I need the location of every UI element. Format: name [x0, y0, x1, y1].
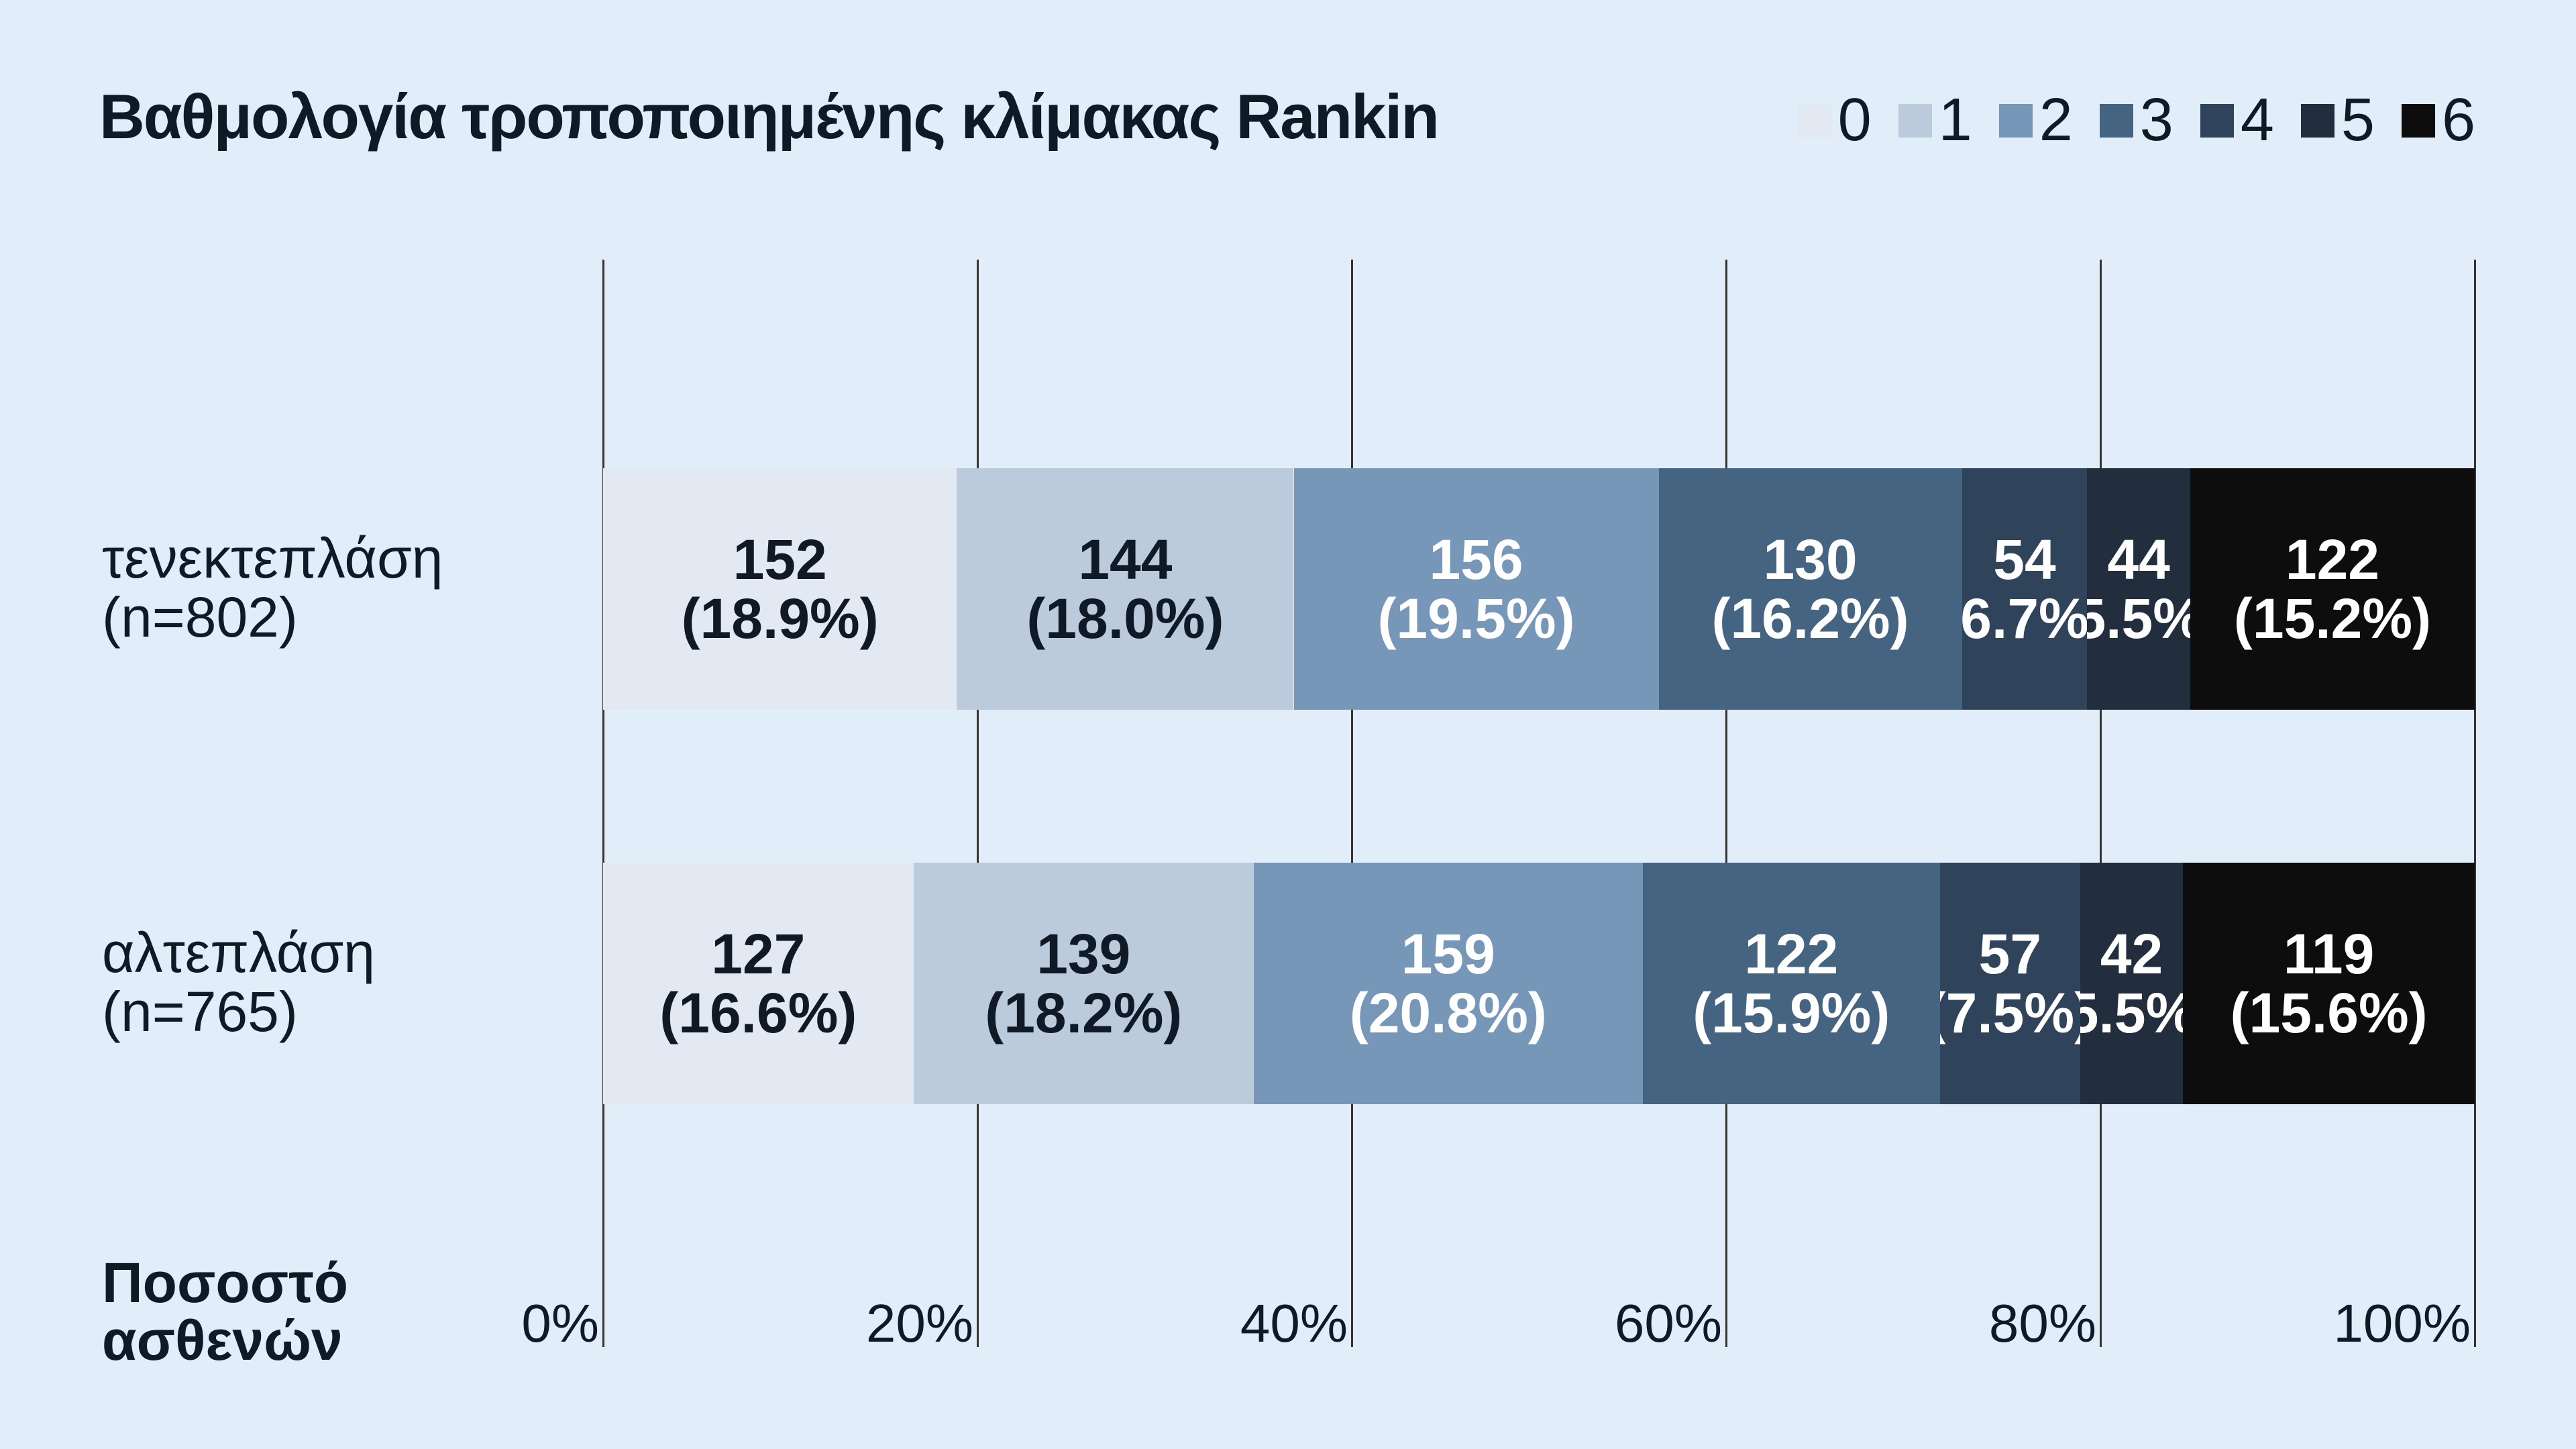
data-label-count: 139	[1036, 922, 1131, 985]
data-label-count: 119	[2283, 922, 2375, 985]
data-label-percent: (15.6%)	[2230, 981, 2428, 1044]
bar-segment: 127 (16.6%)	[603, 863, 914, 1104]
bar-row: 127 (16.6%) 139 (18.2%) 159 (20.8%) 122 (15.9%)…	[603, 863, 2475, 1104]
category-label-line: (n=765)	[102, 980, 298, 1044]
data-label-percent: (5.5%)	[2087, 587, 2190, 650]
legend-label: 3	[2139, 87, 2174, 154]
bar-segment: 44(5.5%)	[2087, 468, 2190, 710]
data-label-count: 130	[1763, 527, 1858, 591]
bar-segment: 54(6.7%)	[1962, 468, 2088, 710]
data-label-count: 122	[1744, 922, 1839, 985]
category-label: αλτεπλάση (n=765)	[102, 921, 375, 1044]
legend-swatch	[2401, 103, 2435, 138]
legend-swatch	[1998, 103, 2033, 138]
legend-item: 5	[2300, 86, 2375, 155]
x-tick-label: 80%	[1988, 1293, 2096, 1353]
data-label-percent: (16.2%)	[1711, 587, 1909, 650]
bar-segment: 57(7.5%)	[1939, 863, 2080, 1104]
data-label-percent: (18.2%)	[985, 981, 1183, 1044]
data-label-percent: (18.9%)	[681, 587, 879, 650]
gridline	[2474, 260, 2476, 1347]
data-label-count: 44	[2107, 527, 2170, 591]
category-label: τενεκτεπλάση (n=802)	[102, 529, 443, 647]
gridline	[602, 260, 604, 1347]
data-label-percent: (18.0%)	[1026, 587, 1224, 650]
legend-item: 6	[2401, 86, 2475, 155]
legend-label: 2	[2039, 87, 2073, 154]
bar-segment: 159 (20.8%)	[1253, 863, 1643, 1104]
legend-item: 0	[1797, 86, 1872, 155]
data-label-percent: (6.7%)	[1962, 587, 2088, 650]
legend-label: 1	[1938, 87, 1972, 154]
legend-item: 3	[2099, 86, 2174, 155]
category-label-line: αλτεπλάση	[102, 921, 375, 984]
data-label-percent: (19.5%)	[1377, 587, 1575, 650]
x-tick-label: 20%	[865, 1293, 973, 1353]
legend-swatch	[2200, 103, 2234, 138]
gridline	[977, 260, 979, 1347]
data-label-percent: (7.5%)	[1940, 981, 2080, 1044]
data-label-percent: (15.9%)	[1693, 981, 1890, 1044]
bar-segment: 156 (19.5%)	[1293, 468, 1659, 710]
bar-segment: 122 (15.2%)	[2190, 468, 2475, 710]
legend-swatch	[1797, 103, 1831, 138]
data-label-percent: (16.6%)	[659, 981, 857, 1044]
legend-swatch	[2099, 103, 2133, 138]
gridline	[1351, 260, 1353, 1347]
data-label-count: 122	[2285, 527, 2380, 591]
bar-segment: 42(5.5%)	[2080, 863, 2184, 1104]
data-label-percent: (20.8%)	[1349, 981, 1547, 1044]
data-label-count: 156	[1429, 527, 1523, 591]
data-label-count: 152	[733, 527, 827, 591]
legend-label: 5	[2341, 87, 2375, 154]
bar-segment: 122 (15.9%)	[1642, 863, 1940, 1104]
data-label-count: 159	[1401, 922, 1495, 985]
x-axis-label: Ποσοστό ασθενών	[102, 1251, 349, 1372]
x-tick-label: 40%	[1240, 1293, 1348, 1353]
legend-swatch	[2300, 103, 2334, 138]
data-label-count: 54	[1993, 527, 2056, 591]
gridline	[1725, 260, 1727, 1347]
category-label-line: τενεκτεπλάση	[102, 527, 443, 590]
chart-title: Βαθμολογία τροποποιημένης κλίμακας Ranki…	[99, 81, 1440, 152]
data-label-percent: (15.2%)	[2233, 587, 2431, 650]
bar-row: 152 (18.9%) 144 (18.0%) 156 (19.5%) 130 (16.2%)…	[603, 468, 2475, 710]
x-tick-label: 60%	[1614, 1293, 1722, 1353]
x-tick-label: 100%	[2333, 1293, 2471, 1353]
bar-segment: 152 (18.9%)	[603, 468, 957, 710]
legend-label: 0	[1837, 87, 1872, 154]
legend-label: 6	[2441, 87, 2475, 154]
gridline	[2100, 260, 2102, 1347]
data-label-count: 57	[1978, 922, 2042, 985]
plot-area: 0% 20% 40% 60% 80% 100% 152 (18.9%) 144 (18.0%) 15…	[521, 260, 2476, 1353]
x-tick-label: 0%	[521, 1293, 599, 1353]
category-label-line: (n=802)	[102, 586, 298, 649]
data-label-percent: (5.5%)	[2080, 981, 2183, 1044]
data-label-count: 127	[711, 922, 806, 985]
bar-segment: 139 (18.2%)	[913, 863, 1254, 1104]
legend-item: 1	[1898, 86, 1972, 155]
legend-swatch	[1898, 103, 1932, 138]
bar-segment: 130 (16.2%)	[1658, 468, 1962, 710]
data-label-count: 144	[1078, 527, 1173, 591]
legend-label: 4	[2240, 87, 2274, 154]
legend-item: 2	[1998, 86, 2073, 155]
data-label-count: 42	[2100, 922, 2163, 985]
bar-segment: 144 (18.0%)	[957, 468, 1294, 710]
legend-item: 4	[2200, 86, 2274, 155]
bar-segment: 119 (15.6%)	[2183, 863, 2475, 1104]
